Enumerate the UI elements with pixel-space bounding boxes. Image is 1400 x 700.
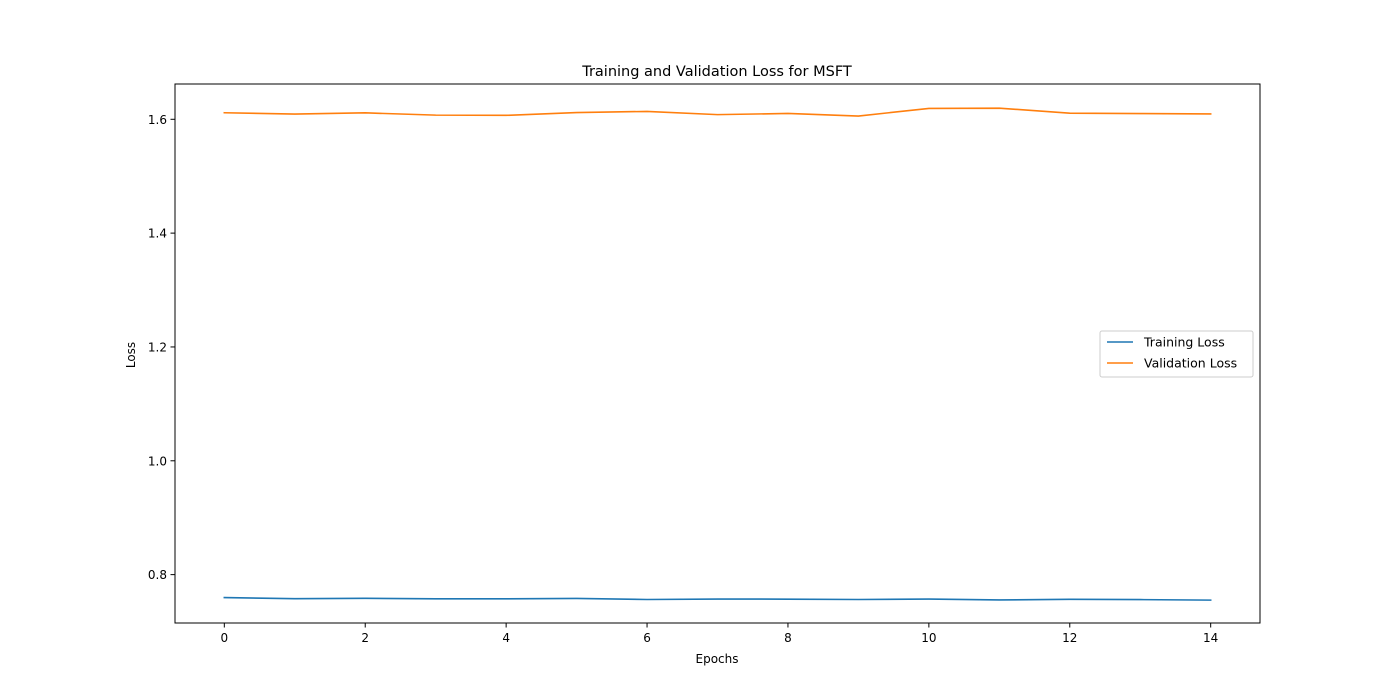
x-tick-label: 6 [643, 631, 651, 645]
y-tick-label: 1.0 [148, 454, 167, 468]
legend: Training Loss Validation Loss [1099, 330, 1254, 378]
legend-label-1: Validation Loss [1144, 356, 1237, 371]
legend-label-0: Training Loss [1143, 335, 1225, 350]
x-tick-label: 4 [502, 631, 510, 645]
x-tick-label: 10 [921, 631, 936, 645]
y-tick-label: 1.6 [148, 113, 167, 127]
legend-box [1099, 330, 1254, 378]
chart-title: Training and Validation Loss for MSFT [581, 64, 852, 80]
plot-frame [174, 83, 1261, 624]
x-tick-label: 12 [1062, 631, 1077, 645]
x-axis: 0 2 4 6 8 10 12 14 [220, 623, 1218, 645]
y-axis: 0.8 1.0 1.2 1.4 1.6 [148, 113, 175, 582]
series-line-0 [223, 596, 1212, 601]
x-tick-label: 2 [361, 631, 369, 645]
x-tick-label: 14 [1203, 631, 1218, 645]
y-tick-label: 1.2 [148, 340, 167, 354]
series-line-1 [223, 107, 1212, 117]
x-tick-label: 0 [220, 631, 228, 645]
y-axis-label: Loss [124, 342, 138, 368]
plot-area [174, 83, 1261, 624]
y-tick-label: 1.4 [148, 227, 167, 241]
x-tick-label: 8 [784, 631, 792, 645]
x-axis-label: Epochs [696, 652, 739, 666]
y-tick-label: 0.8 [148, 568, 167, 582]
